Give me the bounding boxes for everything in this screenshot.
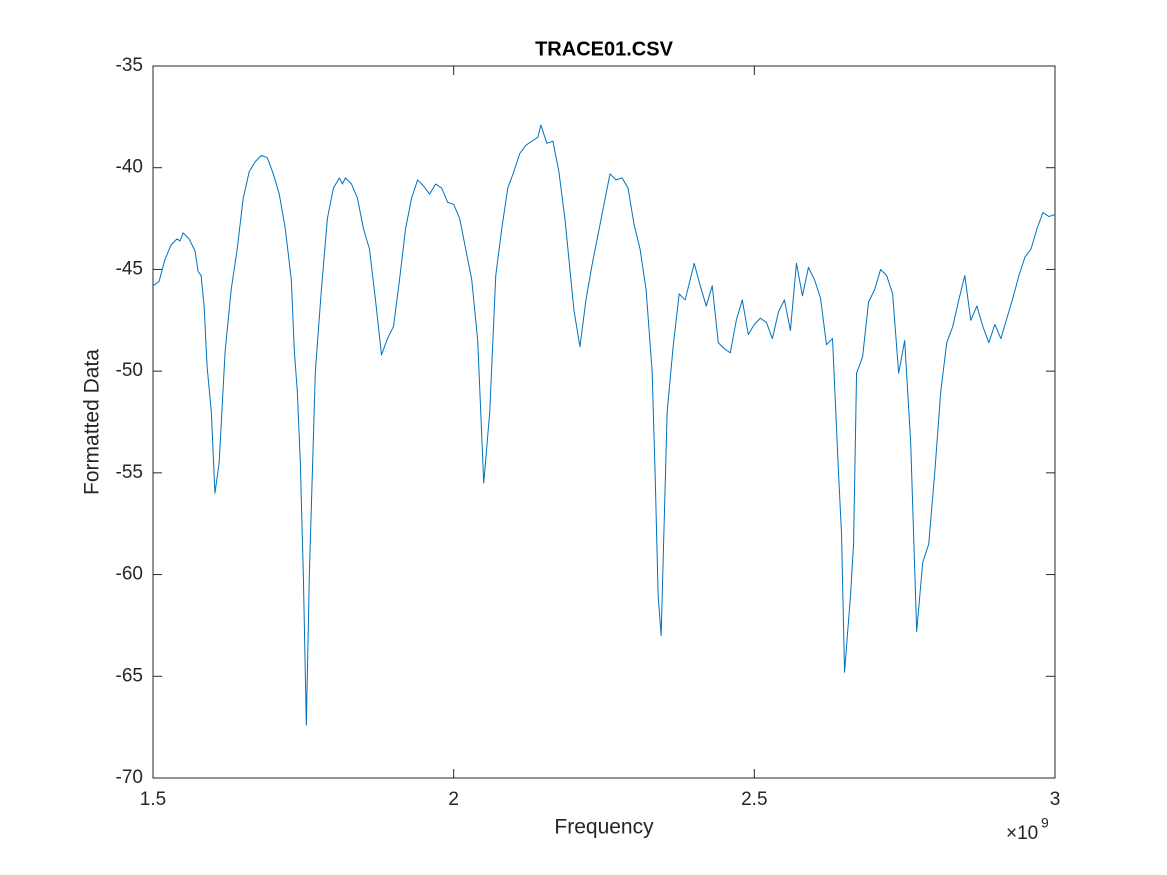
y-tick-label: -50 [116,360,143,381]
y-axis-label: Formatted Data [81,349,104,495]
y-tick-label: -55 [116,462,143,483]
y-tick-label: -40 [116,157,143,178]
x-axis-label: Frequency [554,816,654,839]
y-tick-label: -35 [116,55,143,76]
x-multiplier-exponent: 9 [1041,815,1049,831]
x-multiplier: ×10 [1006,823,1038,844]
y-tick-label: -65 [116,665,143,686]
y-tick-label: -70 [116,767,143,788]
data-line [152,124,1056,726]
x-tick-label: 1.5 [140,789,166,810]
y-tick-label: -60 [116,564,143,585]
y-tick-label: -45 [116,258,143,279]
x-tick-label: 3 [1050,789,1061,810]
x-tick-label: 2.5 [741,789,767,810]
chart-title: TRACE01.CSV [535,38,673,60]
x-tick-label: 2 [448,789,459,810]
plot-box [152,65,1056,779]
